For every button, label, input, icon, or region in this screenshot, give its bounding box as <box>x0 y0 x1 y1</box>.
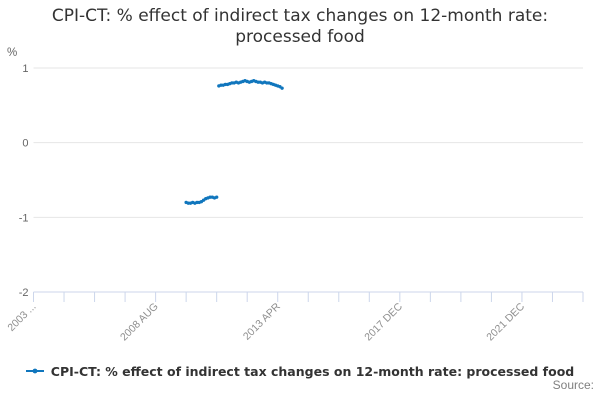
legend-item[interactable]: CPI-CT: % effect of indirect tax changes… <box>0 361 600 381</box>
y-axis-unit-label: % <box>7 47 17 59</box>
legend-line-marker-icon <box>25 367 44 375</box>
source-label: Source: <box>552 378 594 392</box>
y-tick-label: -2 <box>19 287 29 299</box>
x-tick-label: 2008 AUG <box>118 301 161 344</box>
x-tick-label: 2017 DEC <box>362 300 405 343</box>
y-tick-label: 1 <box>22 63 28 75</box>
x-tick-label: 2013 APR <box>241 300 283 342</box>
x-tick-label: 2003 ... <box>5 301 38 334</box>
data-point-marker[interactable] <box>214 195 219 199</box>
series-line[interactable] <box>184 78 284 205</box>
y-tick-label: 0 <box>22 138 28 150</box>
legend-item-label: CPI-CT: % effect of indirect tax changes… <box>50 363 575 379</box>
x-tick-label: 2021 DEC <box>484 300 527 343</box>
y-tick-label: -1 <box>19 212 29 224</box>
data-point-marker[interactable] <box>280 86 284 90</box>
chart-title: CPI-CT: % effect of indirect tax changes… <box>0 6 600 48</box>
chart-title-line1: CPI-CT: % effect of indirect tax changes… <box>51 6 549 26</box>
chart-title-line2: processed food <box>235 27 365 47</box>
